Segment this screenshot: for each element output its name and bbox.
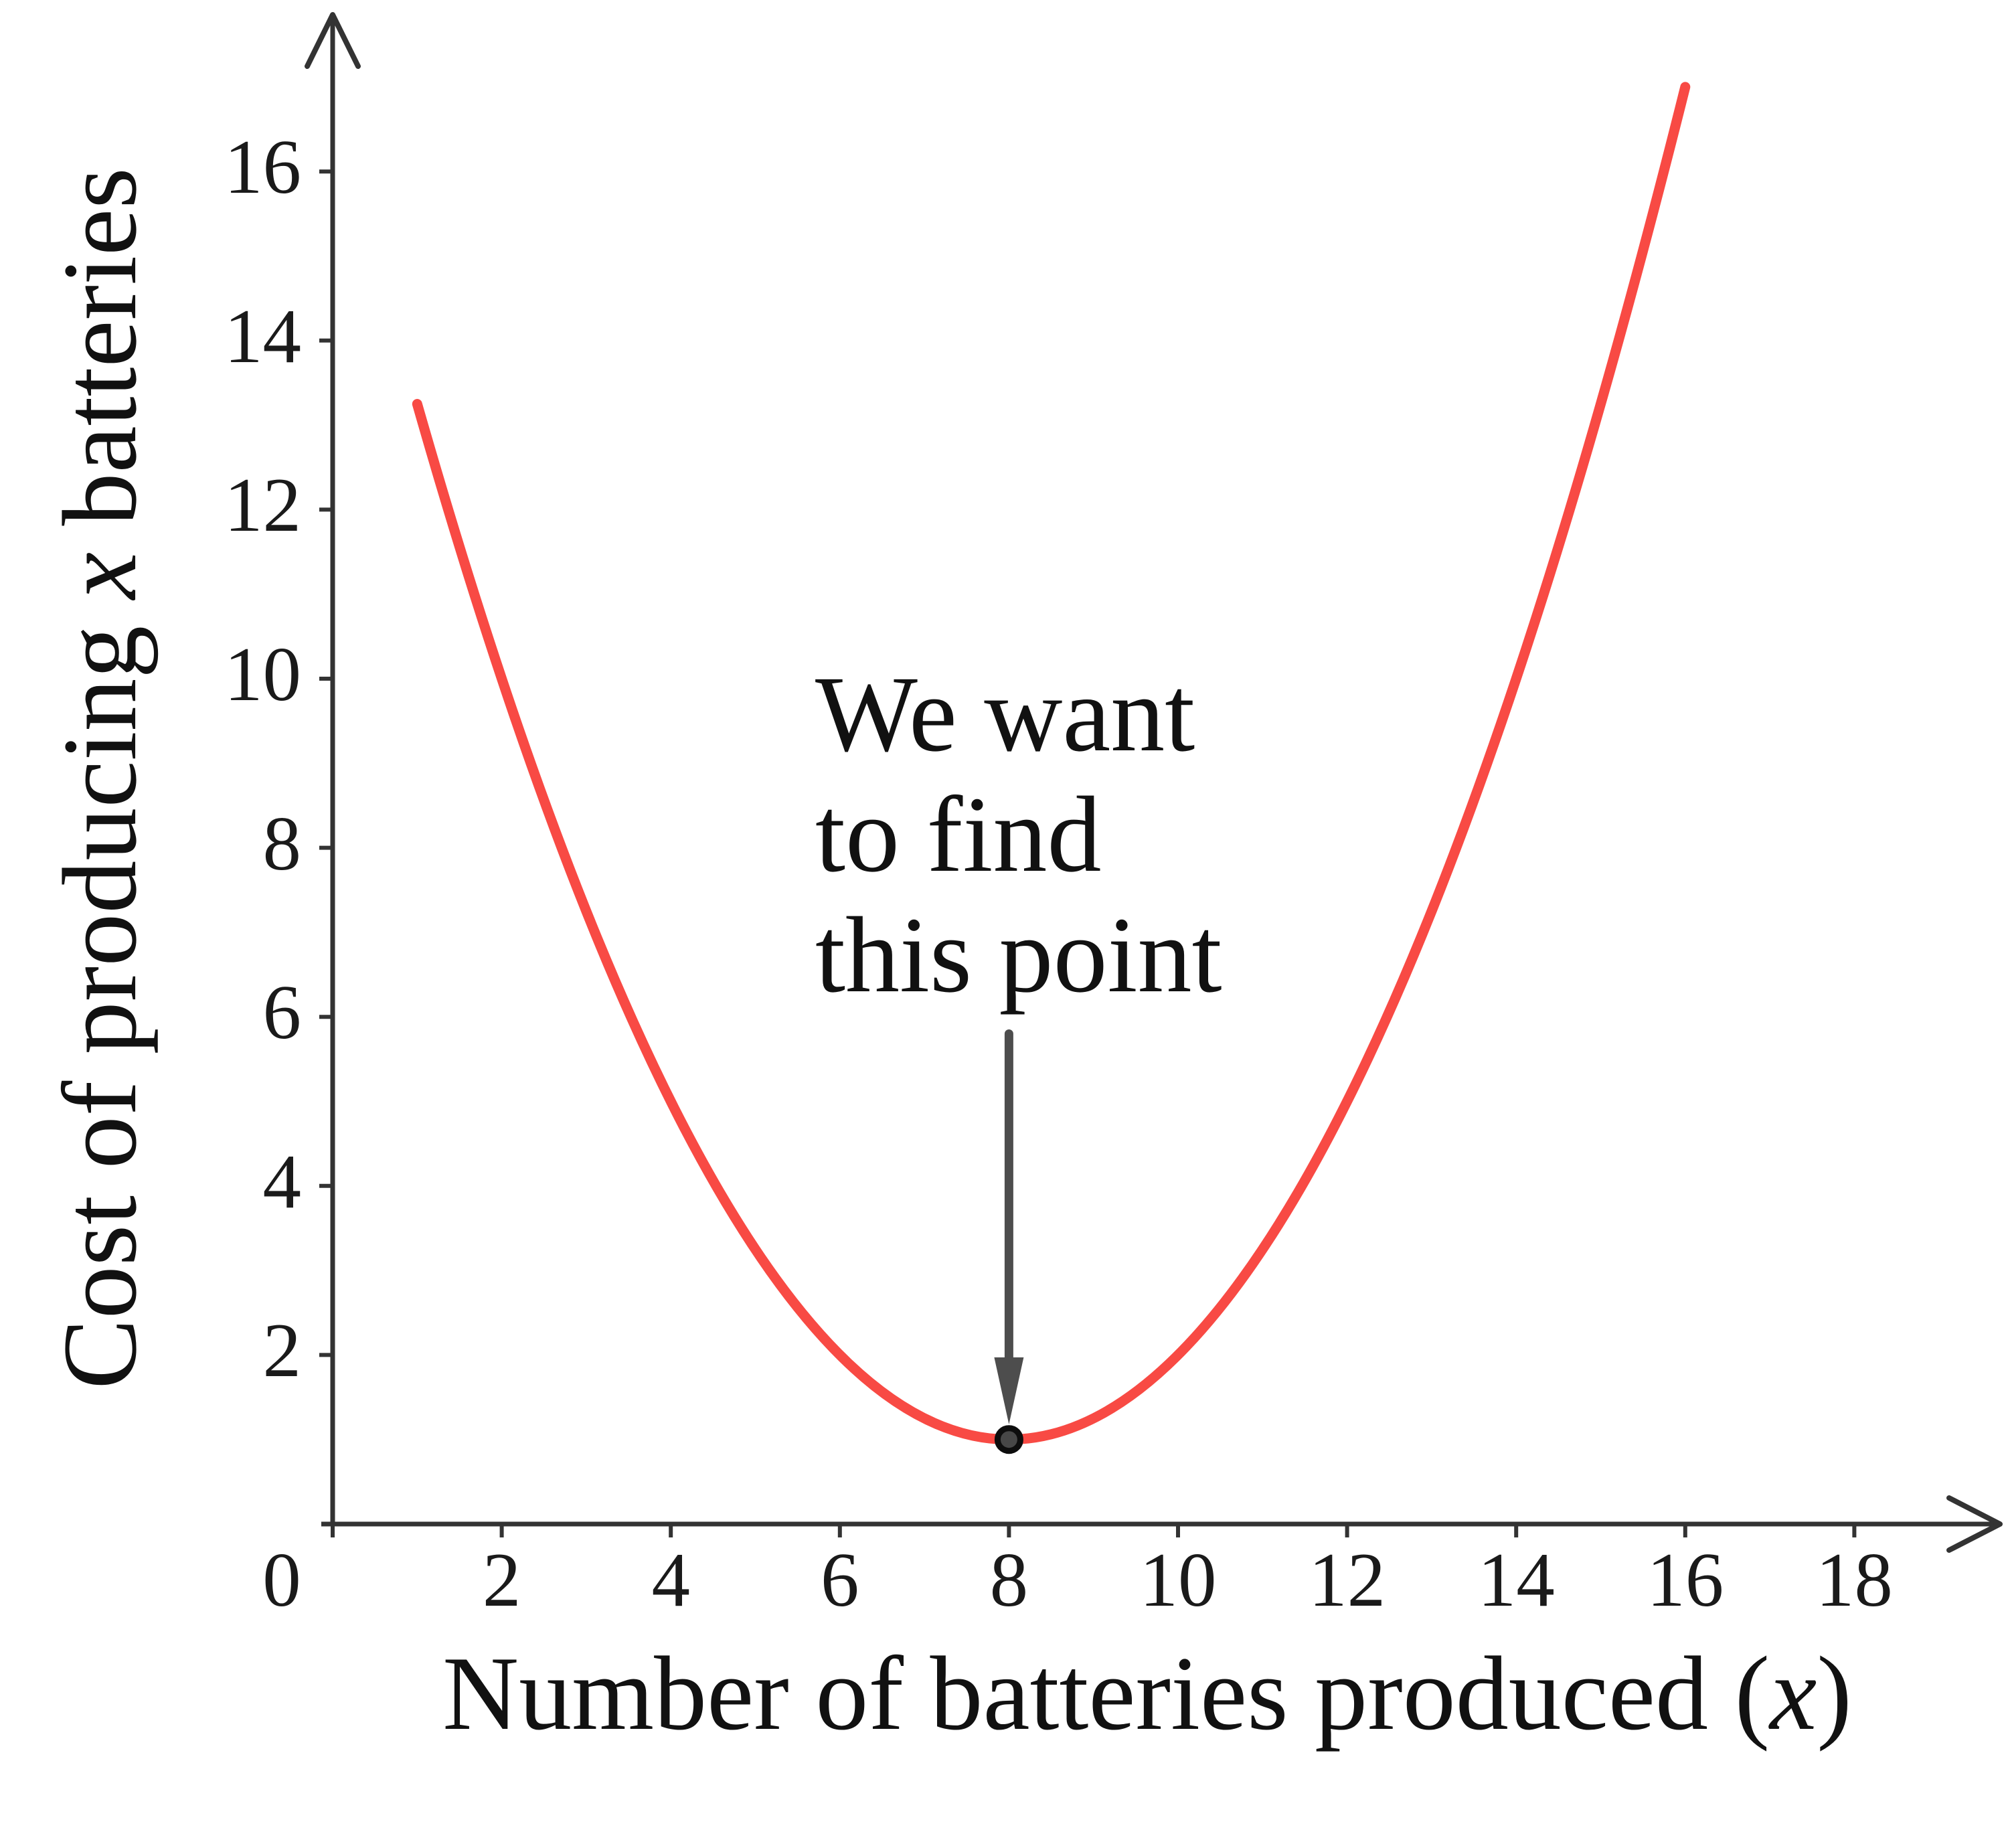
y-axis-arrowhead bbox=[305, 12, 361, 69]
minimum-point-dot bbox=[994, 1425, 1023, 1454]
annotation-arrowhead bbox=[994, 1357, 1024, 1424]
cost-curve bbox=[412, 82, 1691, 1445]
x-axis-arrowhead bbox=[1946, 1495, 2003, 1553]
